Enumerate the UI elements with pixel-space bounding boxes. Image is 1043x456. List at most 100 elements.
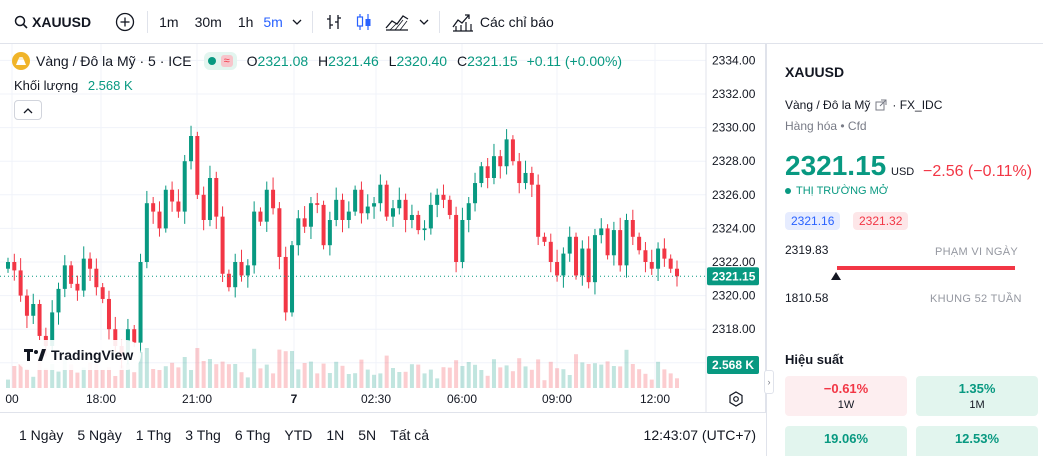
ask-price: 2321.32 [853,212,909,230]
bottom-range-bar: 1 Ngày 5 Ngày 1 Thg 3 Thg 6 Thg YTD 1N 5… [0,412,766,456]
compare-button[interactable] [109,0,141,44]
time-tick: 06:00 [446,392,478,406]
volume-bar [182,357,187,388]
details-symbol[interactable]: XAUUSD [785,64,845,80]
candle-body [18,270,23,296]
volume-bar [119,365,124,388]
volume-bar [163,366,168,388]
volume-bar [618,366,623,388]
series-name[interactable]: Vàng / Đô la Mỹ · 5 · ICE [36,53,192,69]
candle-body [144,203,149,262]
settings-icon [729,391,743,407]
candle-body [37,304,42,336]
candle-body [510,139,515,162]
candle-body [416,214,421,231]
candle-body [668,258,673,269]
range-5y[interactable]: 5N [358,426,377,443]
range-1d[interactable]: 1 Ngày [19,426,64,443]
volume-bar [574,354,579,388]
candle-body [334,199,339,220]
range-1m[interactable]: 1 Thg [135,426,172,443]
interval-1m[interactable]: 1m [159,13,179,30]
bars-icon [326,14,341,29]
perf-1w[interactable]: −0.61% 1W [785,376,907,416]
details-exchange: · FX_IDC [892,98,943,112]
perf-1m[interactable]: 1.35% 1M [916,376,1038,416]
details-description[interactable]: Vàng / Đô la Mỹ · FX_IDC [785,98,942,112]
side-panel-toggle[interactable]: › [764,370,774,394]
candle-body [226,273,231,288]
volume-bar [498,367,503,388]
candles-style-button[interactable] [349,0,379,44]
tradingview-logo[interactable]: TradingView [16,340,142,370]
volume-bar [264,364,269,388]
range-marker [831,272,841,280]
add-compare-icon [115,12,135,31]
volume-bar [656,361,661,388]
time-tick: 09:00 [541,392,573,406]
chart-pane[interactable]: 2334.00 2332.00 2330.00 2328.00 2326.00 2324.… [0,44,766,412]
time-tick: 12:00 [639,392,671,406]
interval-30m[interactable]: 30m [194,13,222,30]
chart-settings-button[interactable] [728,391,744,410]
range-6m[interactable]: 6 Thg [234,426,271,443]
details-category: Hàng hóa • Cfd [785,119,867,133]
time-tick: 00 [5,392,19,406]
perf-6m[interactable]: 12.53% [916,426,1038,456]
volume-bar [359,359,364,388]
interval-5m[interactable]: 5m [263,13,283,30]
gold-coin-icon [12,52,30,70]
area-style-button[interactable] [379,0,415,44]
market-status-label: THỊ TRƯỜNG MỞ [796,185,889,197]
volume-bar [176,367,181,388]
volume-bar [390,368,395,388]
market-status-pill[interactable]: ≈ [203,52,237,70]
candle-body [315,203,320,205]
volume-bar [245,377,250,388]
collapse-legend-button[interactable] [14,100,42,120]
year-range-label: KHUNG 52 TUẦN [930,293,1022,305]
price-chart[interactable]: 2334.00 2332.00 2330.00 2328.00 2326.00 2324.… [0,44,766,412]
bar-style-button[interactable] [319,0,349,44]
candle-body [239,262,244,276]
range-1y[interactable]: 1N [326,426,345,443]
range-all[interactable]: Tất cả [390,426,430,443]
perf-3m[interactable]: 19.06% [785,426,907,456]
interval-dropdown[interactable] [288,0,306,44]
volume-bar [132,372,137,388]
volume-bar [94,363,99,388]
tradingview-logo-icon [24,349,46,361]
candle-body [529,172,534,185]
symbol-search[interactable]: XAUUSD [0,0,97,44]
candle-body [586,248,591,283]
time-tick: 21:00 [181,392,213,406]
candle-body [81,258,86,291]
volume-bar [24,369,29,388]
candle-body [163,189,168,229]
low-value: 2320.40 [396,53,448,69]
volume-bar [599,364,604,388]
candle-body [24,295,29,316]
volume-bar [485,375,490,388]
volume-bar [675,378,679,388]
candle-body [561,253,566,276]
price-tick: 2322.00 [712,255,756,269]
price-tick: 2330.00 [712,121,756,135]
candle-body [220,216,225,274]
volume-bar [144,348,149,388]
range-ytd[interactable]: YTD [284,426,313,443]
candle-body [264,189,269,222]
volume-bar [529,369,534,388]
volume-bar [69,364,74,388]
candle-body [75,283,80,291]
candle-body [195,136,200,195]
indicators-button[interactable]: Các chỉ báo [446,0,560,44]
range-5d[interactable]: 5 Ngày [77,426,122,443]
interval-1h[interactable]: 1h [237,13,254,30]
price-tick: 2328.00 [712,154,756,168]
chart-style-dropdown[interactable] [415,0,433,44]
time-axis[interactable]: 00 18:00 21:00 7 02:30 06:00 09:00 12:00 [0,388,766,412]
clock[interactable]: 12:43:07 (UTC+7) [643,427,756,443]
range-3m[interactable]: 3 Thg [185,426,221,443]
volume-bar [321,363,326,388]
